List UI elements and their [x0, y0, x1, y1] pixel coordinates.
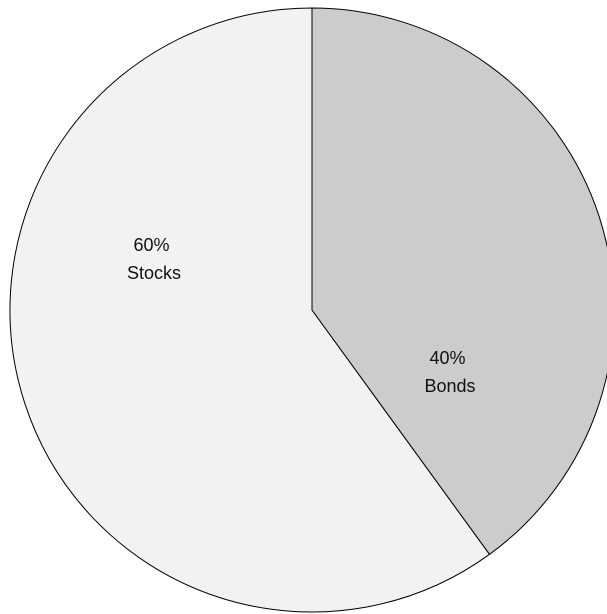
pie-slices — [9, 7, 607, 613]
pie-labels: 60% Stocks 40% Bonds — [127, 235, 476, 396]
bonds-percent-label: 40% — [429, 348, 465, 368]
stocks-percent-label: 60% — [133, 235, 169, 255]
bonds-slice-label: 40% Bonds — [424, 348, 475, 396]
stocks-slice — [9, 7, 491, 613]
stocks-name-label: Stocks — [127, 263, 181, 283]
stocks-slice-label: 60% Stocks — [127, 235, 181, 283]
bonds-slice — [311, 7, 607, 556]
bonds-name-label: Bonds — [424, 376, 475, 396]
